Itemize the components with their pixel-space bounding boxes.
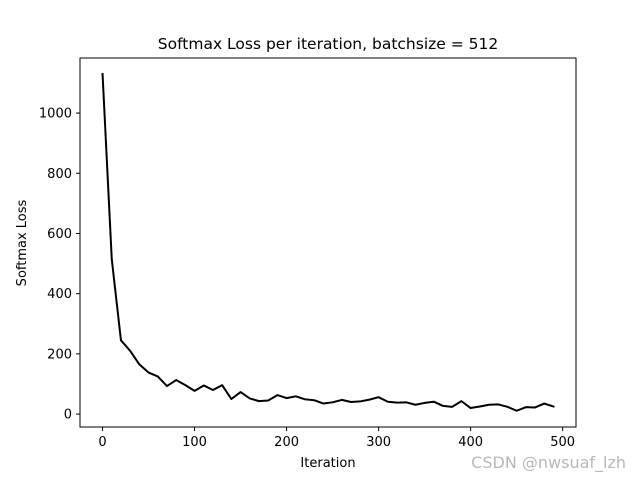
y-tick-label-800: 800 bbox=[47, 167, 72, 182]
y-tick-label-400: 400 bbox=[47, 287, 72, 302]
series-line-0 bbox=[101, 72, 555, 412]
y-tick-label-600: 600 bbox=[47, 227, 72, 242]
x-tick-label-300: 300 bbox=[366, 435, 391, 450]
x-axis-title: Iteration bbox=[300, 456, 355, 471]
axes-frame bbox=[79, 57, 577, 428]
x-tick-label-0: 0 bbox=[98, 435, 106, 450]
x-tick-label-100: 100 bbox=[182, 435, 207, 450]
x-tick-label-400: 400 bbox=[458, 435, 483, 450]
y-tick-label-1000: 1000 bbox=[39, 107, 72, 122]
x-tick-label-200: 200 bbox=[274, 435, 299, 450]
y-tick-label-200: 200 bbox=[47, 347, 72, 362]
plot-area: 0 100 200 300 400 500 0 200 400 600 800 1000 bbox=[39, 57, 577, 450]
x-tick-label-500: 500 bbox=[550, 435, 575, 450]
chart-title: Softmax Loss per iteration, batchsize = … bbox=[158, 35, 498, 53]
y-tick-label-0: 0 bbox=[64, 408, 72, 423]
y-axis-title: Softmax Loss bbox=[15, 199, 30, 286]
watermark-text: CSDN @nwsuaf_lzh bbox=[471, 453, 626, 473]
